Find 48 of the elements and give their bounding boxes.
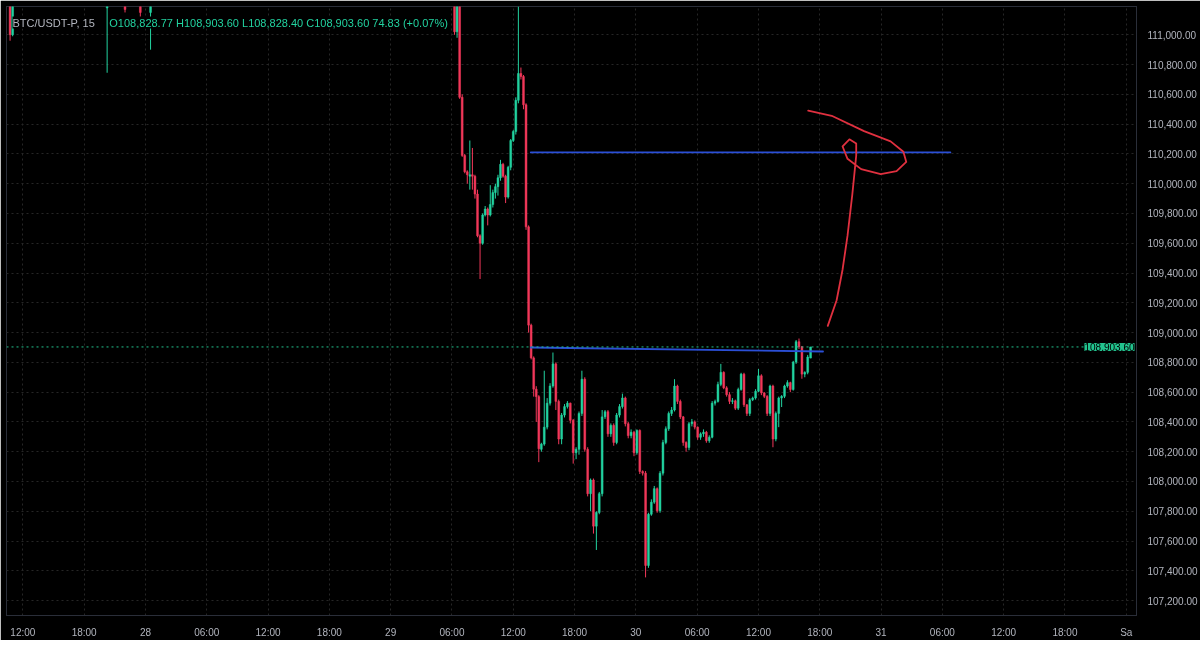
y-tick-label: 110,400.00: [1147, 119, 1198, 131]
x-tick-label: 28: [139, 626, 152, 638]
x-tick-label: 06:00: [929, 626, 956, 638]
y-tick-label: 109,000.00: [1147, 327, 1198, 339]
y-tick-label: 109,400.00: [1147, 268, 1198, 280]
y-tick-label: 108,000.00: [1147, 476, 1198, 488]
x-tick-label: 12:00: [500, 626, 527, 638]
x-tick-label: 18:00: [316, 626, 343, 638]
candlestick: [760, 373, 763, 396]
x-tick-label: 06:00: [194, 626, 220, 638]
y-tick-label: 108,800.00: [1147, 357, 1198, 369]
y-tick-label: 111,000.00: [1147, 29, 1197, 41]
candlestick: [543, 370, 546, 447]
y-tick-label: 109,600.00: [1147, 238, 1198, 250]
y-tick-label: 108,400.00: [1147, 416, 1198, 428]
x-tick-label: 12:00: [991, 626, 1017, 638]
x-tick-label: 12:00: [255, 626, 282, 638]
x-tick-label: 18:00: [1052, 626, 1078, 638]
y-tick-label: 107,400.00: [1147, 565, 1198, 577]
y-tick-label: 110,200.00: [1147, 148, 1198, 160]
candlestick: [632, 430, 636, 457]
y-tick-label: 109,200.00: [1147, 297, 1198, 309]
candlestick: [687, 421, 691, 451]
y-tick-label: 109,800.00: [1147, 208, 1198, 220]
x-tick-label: 18:00: [807, 626, 833, 638]
y-tick-label: 107,600.00: [1147, 536, 1198, 548]
x-tick-label: 18:00: [562, 626, 588, 638]
x-tick-label: 12:00: [745, 626, 772, 638]
y-tick-label: 108,200.00: [1147, 446, 1198, 458]
text: BTC/USDT-P, 15: [12, 16, 95, 29]
y-tick-label: 108,600.00: [1147, 387, 1198, 399]
x-tick-label: 06:00: [439, 626, 465, 638]
y-tick-label: 110,000.00: [1147, 178, 1198, 190]
x-tick-label: 31: [875, 626, 888, 638]
y-tick-label: 107,200.00: [1147, 595, 1198, 607]
y-tick-label: 110,800.00: [1147, 59, 1198, 71]
x-tick-label: 29: [385, 626, 397, 638]
x-tick-label: 30: [630, 626, 642, 638]
y-tick-label: 107,800.00: [1147, 506, 1198, 518]
x-tick-label: 06:00: [684, 626, 711, 638]
annotation: O108,828.77 H108,903.60 L108,828.40 C108,903.60 74.83 (+0.07%): [109, 16, 448, 29]
ref-line-label: 108,903.60: [1084, 341, 1135, 353]
x-tick-label: 18:00: [71, 626, 98, 638]
candlestick: [589, 478, 592, 512]
y-tick-label: 110,600.00: [1147, 89, 1198, 101]
x-tick-label: Sa: [1120, 626, 1133, 638]
candlestick: [765, 394, 769, 417]
x-tick-label: 12:00: [10, 626, 36, 638]
